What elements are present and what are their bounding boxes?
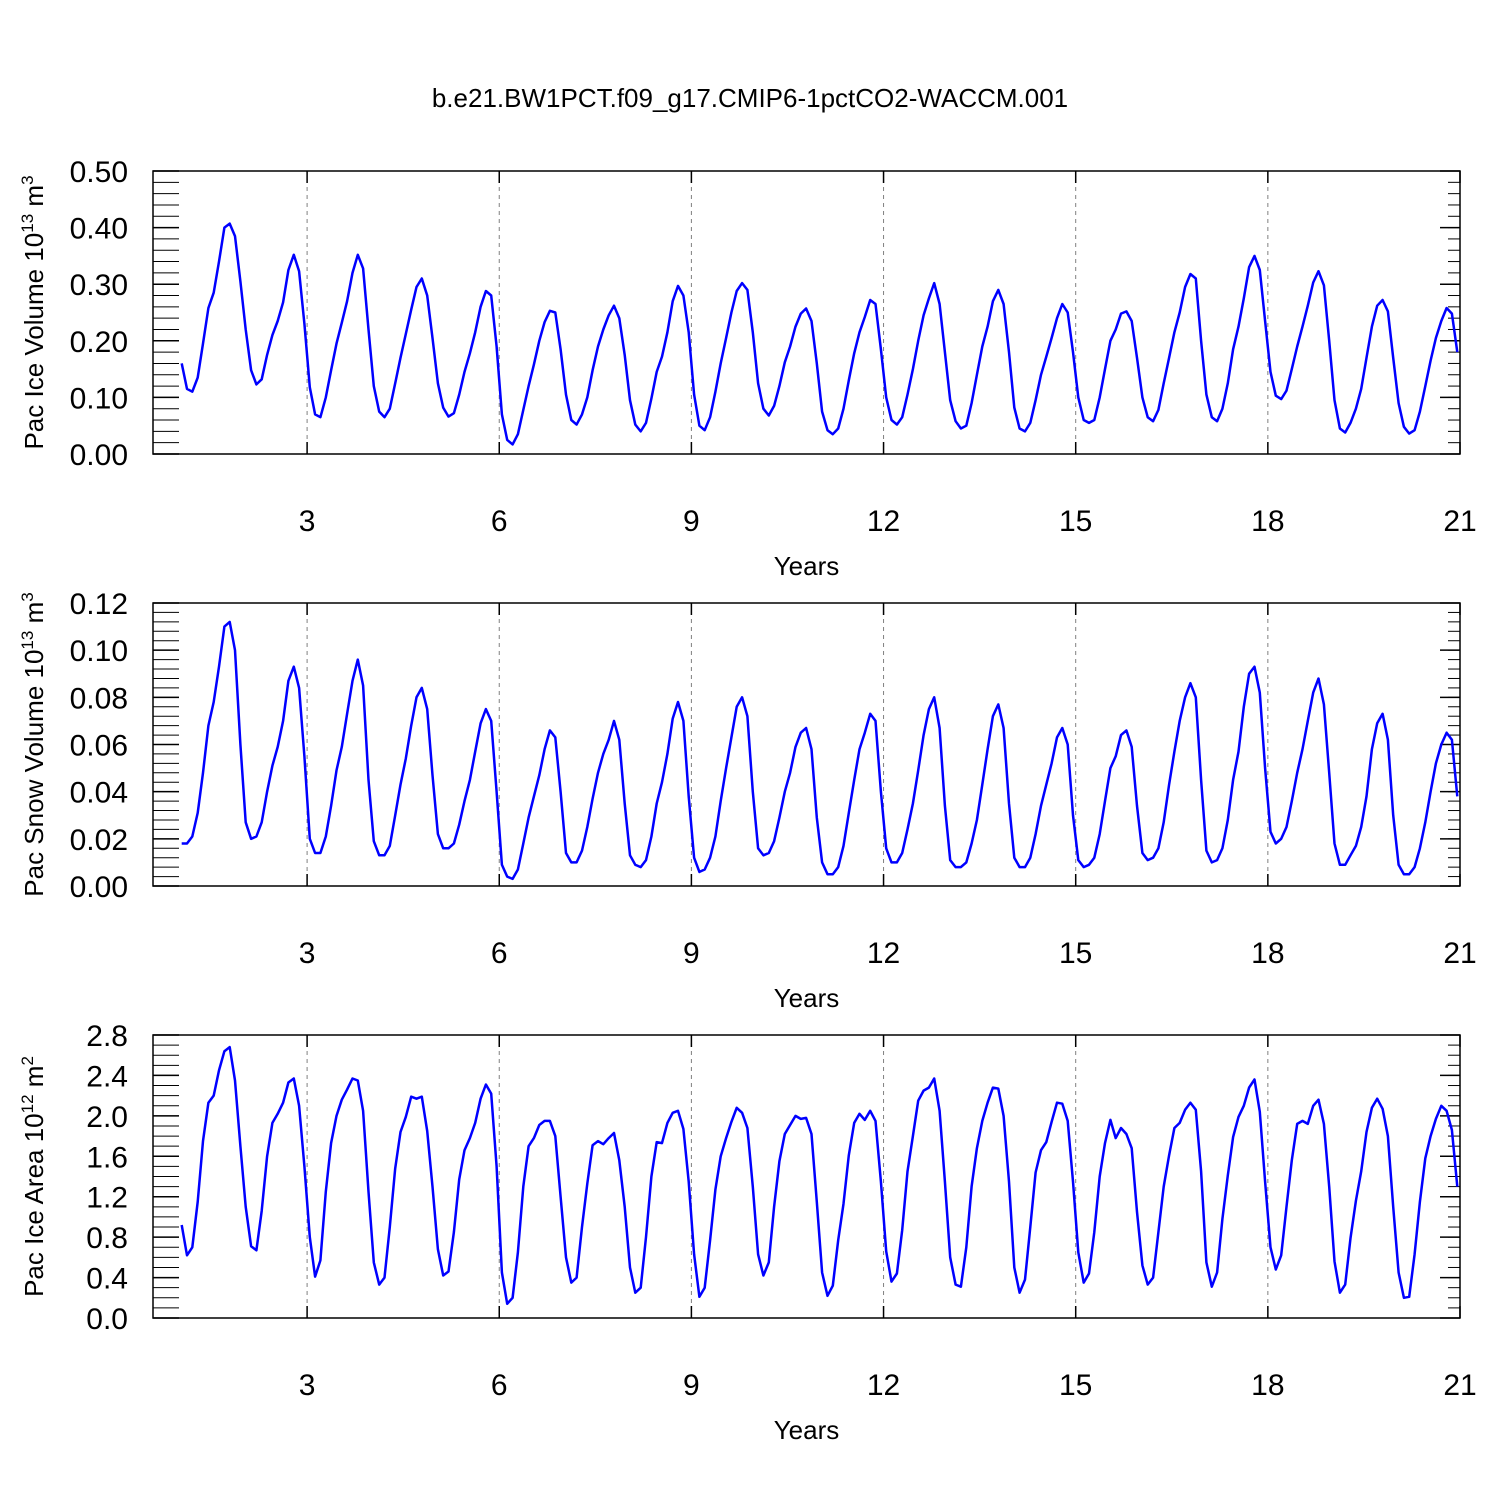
y-axis-title-text: Pac Snow Volume 10 — [19, 650, 49, 897]
y-axis-title-text: Pac Ice Volume 10 — [19, 233, 49, 450]
ice-volume-x-tick-label: 21 — [1443, 505, 1476, 538]
y-axis-title-text: Pac Ice Area 10 — [19, 1113, 49, 1297]
snow-volume-y-tick-label: 0.06 — [70, 730, 128, 763]
ice-volume-x-tick-label: 12 — [867, 505, 900, 538]
y-axis-title-exponent: 12 — [18, 1094, 37, 1113]
snow-volume-y-tick-label: 0.02 — [70, 824, 128, 857]
snow-volume-x-tick-label: 21 — [1443, 937, 1476, 970]
ice-volume-x-tick-label: 3 — [299, 505, 316, 538]
y-axis-title-unit-exponent: 2 — [18, 1056, 37, 1065]
snow-volume-y-tick-label: 0.00 — [70, 871, 128, 904]
y-axis-title-unit: m — [19, 185, 49, 214]
snow-volume-y-tick-label: 0.12 — [70, 588, 128, 621]
main-title: b.e21.BW1PCT.f09_g17.CMIP6-1pctCO2-WACCM… — [432, 83, 1068, 113]
snow-volume-y-tick-label: 0.10 — [70, 635, 128, 668]
ice-area-x-axis-title: Years — [774, 1415, 840, 1445]
ice-area-x-tick-label: 6 — [491, 1369, 508, 1402]
ice-area-y-tick-label: 0.0 — [86, 1303, 128, 1336]
ice-volume-x-axis-title: Years — [774, 551, 840, 581]
ice-volume-x-tick-label: 9 — [683, 505, 700, 538]
snow-volume-x-tick-label: 6 — [491, 937, 508, 970]
ice-area-x-tick-label: 15 — [1059, 1369, 1092, 1402]
ice-area-y-tick-label: 1.6 — [86, 1141, 128, 1174]
snow-volume-x-tick-label: 15 — [1059, 937, 1092, 970]
panel-ice-area: 3 6 9 12 15 18 21 0.0 0.4 0.8 1.2 1.6 2.0 2.4 2.8 Years… — [18, 1020, 1477, 1445]
ice-volume-x-tick-label: 18 — [1251, 505, 1284, 538]
ice-volume-y-tick-label: 0.40 — [70, 213, 128, 246]
y-axis-title-unit: m — [19, 602, 49, 631]
snow-volume-x-tick-label: 12 — [867, 937, 900, 970]
ice-volume-y-tick-label: 0.00 — [70, 439, 128, 472]
panel-ice-volume: 3 6 9 12 15 18 21 0.00 0.10 0.20 0.30 0.40 0.50 Years… — [18, 156, 1477, 581]
ice-area-series-line — [180, 1045, 1459, 1306]
ice-volume-plot-frame — [152, 170, 1461, 455]
snow-volume-y-tick-label: 0.04 — [70, 777, 128, 810]
ice-area-x-tick-label: 3 — [299, 1369, 316, 1402]
ice-area-y-tick-label: 0.4 — [86, 1263, 128, 1296]
panel-snow-volume: 3 6 9 12 15 18 21 0.00 0.02 0.04 0.06 0.08 0.10 0.12 Y… — [18, 588, 1477, 1013]
ice-area-y-tick-label: 0.8 — [86, 1222, 128, 1255]
y-axis-title-unit: m — [19, 1066, 49, 1095]
ice-volume-y-tick-label: 0.50 — [70, 156, 128, 189]
snow-volume-series-line — [181, 620, 1459, 881]
y-axis-title-unit-exponent: 3 — [18, 175, 37, 184]
ice-area-y-axis-title: Pac Ice Area 1012 m2 — [18, 1056, 49, 1297]
ice-area-y-tick-label: 1.2 — [86, 1182, 128, 1215]
ice-volume-y-tick-label: 0.10 — [70, 382, 128, 415]
ice-area-x-tick-label: 21 — [1443, 1369, 1476, 1402]
ice-volume-y-tick-label: 0.20 — [70, 326, 128, 359]
ice-area-y-tick-label: 2.0 — [86, 1101, 128, 1134]
ice-volume-x-tick-label: 6 — [491, 505, 508, 538]
y-axis-title-unit-exponent: 3 — [18, 592, 37, 601]
ice-area-x-tick-label: 9 — [683, 1369, 700, 1402]
ice-volume-y-axis-title: Pac Ice Volume 1013 m3 — [18, 175, 49, 449]
y-axis-title-exponent: 13 — [18, 214, 37, 233]
snow-volume-x-tick-label: 3 — [299, 937, 316, 970]
snow-volume-x-axis-title: Years — [774, 983, 840, 1013]
ice-volume-series-line — [180, 222, 1459, 446]
ice-area-x-tick-label: 18 — [1251, 1369, 1284, 1402]
ice-volume-x-tick-label: 15 — [1059, 505, 1092, 538]
snow-volume-y-tick-label: 0.08 — [70, 682, 128, 715]
ice-area-y-tick-label: 2.4 — [86, 1060, 128, 1093]
ice-volume-y-tick-label: 0.30 — [70, 269, 128, 302]
snow-volume-y-axis-title: Pac Snow Volume 1013 m3 — [18, 592, 49, 896]
ice-area-y-tick-label: 2.8 — [86, 1020, 128, 1053]
snow-volume-x-tick-label: 9 — [683, 937, 700, 970]
y-axis-title-exponent: 13 — [18, 631, 37, 650]
snow-volume-x-tick-label: 18 — [1251, 937, 1284, 970]
ice-area-x-tick-label: 12 — [867, 1369, 900, 1402]
